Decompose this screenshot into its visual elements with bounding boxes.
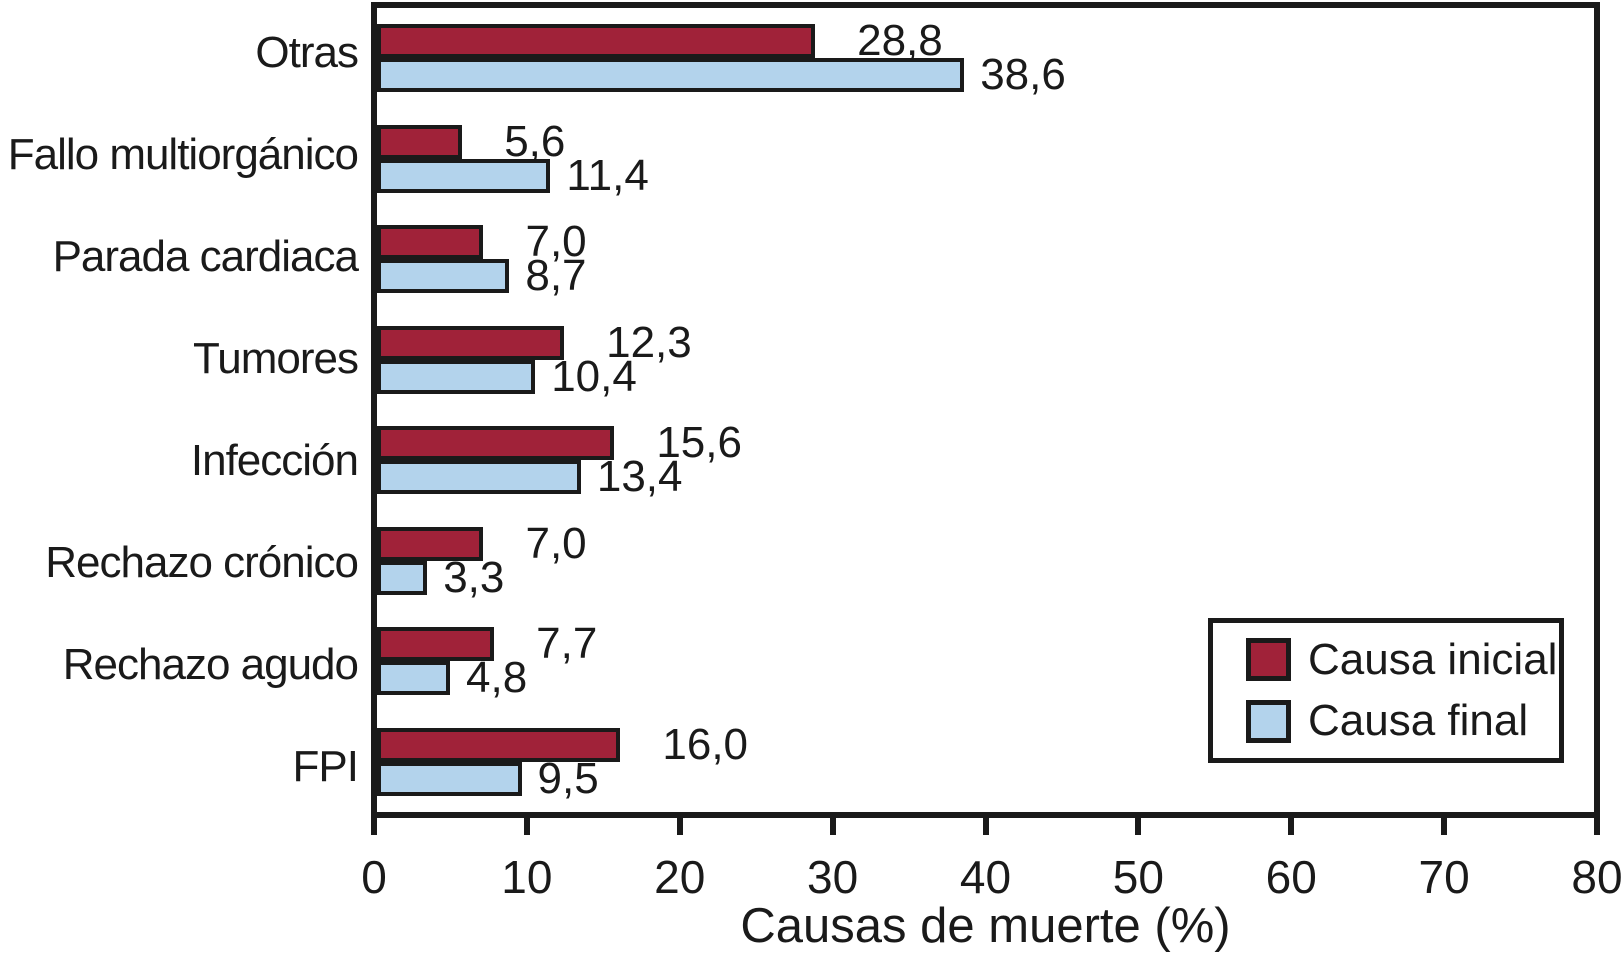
bar-group-otras: 28,8 38,6: [377, 8, 1594, 109]
bar-causa-inicial: [377, 426, 615, 461]
value-label: 7,7: [536, 619, 598, 669]
bar-causa-inicial: [377, 225, 484, 260]
bar-causa-final: [377, 661, 451, 696]
y-axis-labels: Otras Fallo multiorgánico Parada cardiac…: [0, 2, 359, 818]
x-tick-label: 60: [1265, 851, 1317, 903]
y-label-infeccion: Infección: [190, 436, 359, 485]
value-label: 38,6: [980, 50, 1066, 100]
bar-causa-final: [377, 761, 522, 796]
bar-group-infeccion: 15,6 13,4: [377, 410, 1594, 511]
value-label: 16,0: [662, 719, 749, 769]
bar-causa-inicial: [377, 526, 484, 561]
value-label: 11,4: [566, 150, 649, 200]
value-label: 4,8: [466, 653, 528, 703]
x-axis-title: Causas de muerte (%): [740, 899, 1231, 953]
value-label: 9,5: [537, 753, 599, 803]
bar-causa-final: [377, 359, 536, 394]
bar-causa-inicial: [377, 24, 816, 59]
plot-area: 28,8 38,6 5,6 11,4 7,0: [371, 2, 1600, 818]
x-tick: [1288, 818, 1295, 835]
x-tick: [1594, 818, 1600, 835]
y-label-rechazo-agudo: Rechazo agudo: [62, 640, 359, 689]
y-label-parada-cardiaca: Parada cardiaca: [52, 232, 359, 281]
x-tick-label: 40: [959, 851, 1012, 903]
legend: Causa inicial Causa final: [1208, 618, 1564, 763]
x-tick: [523, 818, 530, 835]
bar-causa-inicial: [377, 727, 621, 762]
x-tick: [1135, 818, 1142, 835]
bar-causa-inicial: [377, 124, 463, 159]
y-label-otras: Otras: [255, 28, 359, 77]
value-label: 13,4: [596, 452, 683, 502]
bar-group-fallo-multiorganico: 5,6 11,4: [377, 109, 1594, 210]
x-tick-label: 10: [501, 851, 553, 903]
value-label: 5,6: [504, 116, 566, 166]
value-label: 10,4: [551, 351, 637, 401]
bar-group-parada-cardiaca: 7,0 8,7: [377, 209, 1594, 310]
x-tick-label: 50: [1112, 851, 1164, 903]
x-tick-label: 20: [654, 851, 706, 903]
value-label: 15,6: [656, 418, 742, 468]
y-label-rechazo-cronico: Rechazo crónico: [45, 538, 359, 587]
bar-group-rechazo-cronico: 7,0 3,3: [377, 511, 1594, 612]
value-label: 28,8: [857, 16, 943, 66]
value-label: 8,7: [525, 251, 587, 301]
x-tick: [1441, 818, 1448, 835]
bar-causa-final: [377, 460, 581, 495]
x-tick-label: 80: [1571, 851, 1621, 903]
y-label-fallo-multiorganico: Fallo multiorgánico: [7, 130, 359, 179]
legend-entry-causa-inicial: Causa inicial: [1246, 635, 1559, 685]
bar-causa-final: [377, 259, 510, 294]
x-tick-label: 70: [1418, 851, 1470, 903]
x-tick: [676, 818, 683, 835]
value-label: 7,0: [525, 217, 587, 267]
x-tick: [829, 818, 836, 835]
value-label: 3,3: [443, 552, 505, 602]
y-label-fpi: FPI: [292, 742, 359, 791]
x-tick-label: 30: [807, 851, 859, 903]
x-axis: 0 10 20 30 40 50 60 70 80: [361, 818, 1621, 978]
bar-group-fpi: 16,0 9,5: [377, 712, 1594, 813]
bar-causa-final: [377, 560, 428, 595]
bar-group-rechazo-agudo: 7,7 4,8: [377, 611, 1594, 712]
causa-final-swatch-icon: [1246, 699, 1291, 743]
x-tick: [982, 818, 989, 835]
legend-label: Causa final: [1308, 696, 1529, 746]
legend-label: Causa inicial: [1308, 634, 1558, 684]
causa-inicial-swatch-icon: [1246, 638, 1291, 682]
bar-causa-inicial: [377, 627, 495, 662]
bar-group-tumores: 12,3 10,4: [377, 310, 1594, 411]
x-tick-label: 0: [361, 851, 387, 903]
y-label-tumores: Tumores: [193, 334, 359, 383]
value-label: 12,3: [606, 317, 692, 367]
value-label: 7,0: [525, 518, 587, 568]
x-tick: [371, 818, 377, 835]
bar-causa-final: [377, 158, 551, 193]
bar-causa-final: [377, 58, 965, 93]
legend-entry-causa-final: Causa final: [1246, 696, 1559, 746]
bar-causa-inicial: [377, 325, 565, 360]
